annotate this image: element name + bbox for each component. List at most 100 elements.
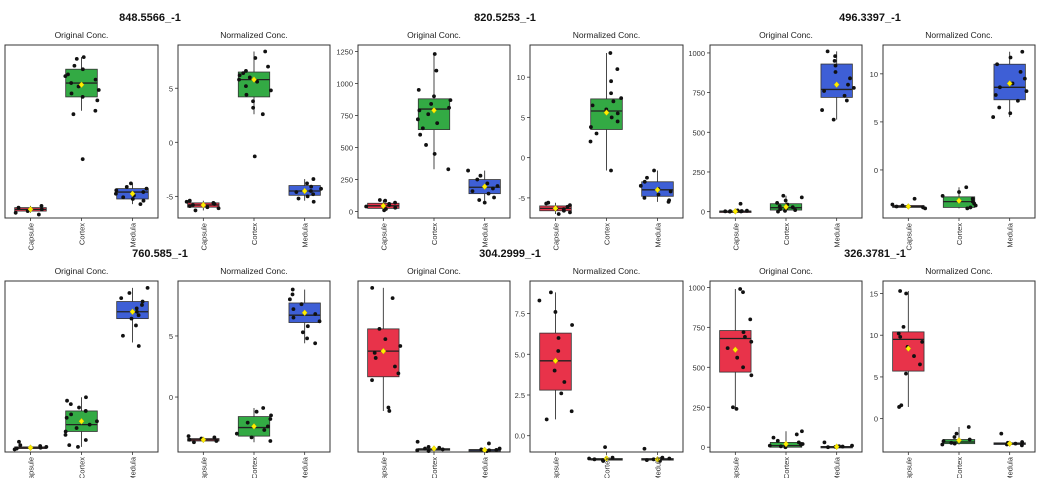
data-point xyxy=(364,204,369,209)
data-point xyxy=(244,69,248,73)
data-point xyxy=(305,324,310,329)
mean-marker xyxy=(732,346,739,354)
data-point xyxy=(739,209,744,213)
data-point xyxy=(372,350,377,355)
y-tick-label: 2.5 xyxy=(515,391,525,400)
data-point xyxy=(44,444,49,449)
x-tick-label: Cortex xyxy=(78,223,87,245)
data-point xyxy=(262,428,267,432)
data-point xyxy=(993,93,998,97)
box-medula xyxy=(993,431,1026,448)
data-point xyxy=(589,125,593,129)
data-point xyxy=(313,312,318,316)
data-point xyxy=(237,73,242,78)
data-point xyxy=(212,435,217,440)
x-tick-label: Medula xyxy=(129,456,138,478)
chart-title: 326.3781_-1 xyxy=(844,248,906,260)
mean-marker xyxy=(200,436,207,444)
data-point xyxy=(377,198,382,202)
data-point xyxy=(833,63,838,68)
data-point xyxy=(83,409,88,413)
mean-marker xyxy=(129,308,136,316)
data-point xyxy=(844,98,849,103)
data-point xyxy=(440,447,445,452)
data-point xyxy=(794,432,799,437)
x-tick-label: Capsule xyxy=(731,457,740,478)
panel-subtitle: Normalized Conc. xyxy=(220,266,288,276)
mean-marker xyxy=(200,201,207,209)
data-point xyxy=(940,442,945,447)
x-tick-label: Capsule xyxy=(199,223,208,251)
data-point xyxy=(393,200,397,205)
data-point xyxy=(69,412,74,417)
data-point xyxy=(725,346,730,351)
data-point xyxy=(396,371,401,376)
data-point xyxy=(426,112,431,117)
box-capsule xyxy=(13,203,47,217)
data-point xyxy=(901,324,906,329)
data-point xyxy=(896,331,901,336)
data-point xyxy=(949,440,954,445)
data-point xyxy=(415,117,420,122)
data-point xyxy=(191,203,195,207)
y-tick-label: 250 xyxy=(692,168,705,177)
data-point xyxy=(432,52,437,56)
data-point xyxy=(771,435,776,440)
data-point xyxy=(848,76,852,81)
data-point xyxy=(245,420,250,425)
data-point xyxy=(728,209,733,214)
data-point xyxy=(921,205,925,210)
data-point xyxy=(241,71,246,76)
data-point xyxy=(777,204,782,208)
x-tick-label: Capsule xyxy=(379,223,388,251)
box-capsule xyxy=(364,198,400,213)
panel-subtitle: Normalized Conc. xyxy=(573,266,641,276)
data-point xyxy=(1013,441,1018,446)
data-point xyxy=(426,444,431,449)
x-tick-label: Medula xyxy=(654,456,663,478)
data-point xyxy=(77,405,81,410)
data-point xyxy=(645,175,649,180)
data-point xyxy=(556,336,561,340)
box-medula xyxy=(466,168,501,205)
data-point xyxy=(562,380,567,384)
data-point xyxy=(420,126,425,131)
y-tick-label: 500 xyxy=(340,144,353,153)
data-point xyxy=(492,195,496,200)
panel-normalized: Normalized Conc. -5 0 5 10 Capsule Cortex Medul… xyxy=(517,30,684,251)
data-point xyxy=(831,117,836,122)
y-tick-label: 5 xyxy=(874,373,878,382)
data-point xyxy=(485,181,490,186)
panel-subtitle: Original Conc. xyxy=(55,266,109,276)
data-point xyxy=(767,443,772,448)
data-point xyxy=(967,437,972,442)
data-point xyxy=(743,335,747,339)
panel-original: Original Conc. 0 250 500 750 1000 1250 Capsule C… xyxy=(336,30,511,251)
data-point xyxy=(261,406,266,410)
data-point xyxy=(134,323,138,328)
data-point xyxy=(74,56,79,61)
y-tick-label: -5 xyxy=(518,194,525,203)
box-cortex xyxy=(588,51,624,173)
data-point xyxy=(134,309,139,314)
x-tick-label: Capsule xyxy=(27,223,36,251)
data-point xyxy=(826,445,830,450)
mean-marker xyxy=(1006,440,1013,447)
data-point xyxy=(851,85,856,90)
data-point xyxy=(642,446,647,451)
data-point xyxy=(478,173,483,178)
data-point xyxy=(144,186,149,191)
data-point xyxy=(822,440,827,445)
mean-marker xyxy=(380,202,387,210)
data-point xyxy=(1018,70,1023,74)
data-point xyxy=(904,371,908,376)
data-point xyxy=(424,143,428,147)
panel-subtitle: Original Conc. xyxy=(407,266,461,276)
mean-marker xyxy=(380,347,387,355)
x-tick-label: Cortex xyxy=(78,457,87,478)
box-medula xyxy=(820,440,854,451)
x-tick-label: Medula xyxy=(1006,456,1015,478)
data-point xyxy=(255,79,260,84)
mean-marker xyxy=(654,186,661,194)
